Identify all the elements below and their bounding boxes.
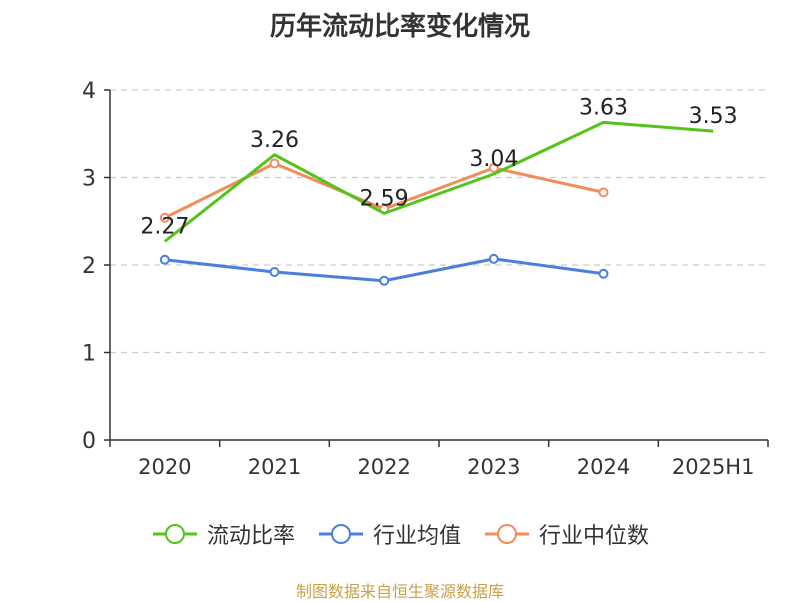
series-lines — [159, 120, 714, 286]
legend-item[interactable]: 流动比率 — [151, 518, 295, 550]
series-line — [163, 120, 714, 243]
x-tick-label: 2020 — [138, 455, 191, 479]
legend-label: 流动比率 — [206, 524, 295, 549]
axes: 0 1 2 3 4 2020 2021 2022 2023 2024 2025H1 — [82, 79, 769, 479]
data-point — [488, 253, 499, 264]
y-tick-label: 2 — [82, 254, 96, 279]
data-label: 3.63 — [579, 95, 628, 120]
legend-label: 行业中位数 — [539, 524, 650, 549]
data-point — [598, 268, 609, 279]
data-point — [488, 162, 499, 173]
data-label: 2.59 — [360, 186, 409, 211]
chart-title: 历年流动比率变化情况 — [269, 12, 530, 42]
legend-swatch-icon — [152, 524, 197, 544]
grid-lines — [110, 89, 768, 354]
y-tick-label: 1 — [82, 342, 96, 367]
data-point — [598, 187, 609, 198]
x-tick-label: 2023 — [467, 455, 520, 479]
x-tick-label: 2021 — [248, 455, 301, 479]
data-label: 3.04 — [469, 147, 518, 172]
legend: 流动比率 行业均值 行业中位数 — [0, 518, 800, 550]
data-point — [379, 275, 390, 286]
legend-swatch-icon — [318, 524, 363, 544]
data-label: 3.26 — [250, 128, 299, 153]
y-tick-label: 4 — [82, 79, 96, 104]
legend-swatch-icon — [485, 524, 529, 544]
x-tick-label: 2022 — [357, 455, 410, 479]
legend-item[interactable]: 行业均值 — [317, 518, 461, 550]
legend-label: 行业均值 — [372, 524, 461, 549]
data-label: 3.53 — [689, 104, 738, 129]
data-point — [269, 158, 280, 169]
y-tick-label: 3 — [82, 167, 96, 192]
data-point — [159, 212, 170, 223]
x-tick-label: 2024 — [577, 455, 630, 479]
legend-item[interactable]: 行业中位数 — [483, 518, 649, 550]
data-label: 2.27 — [140, 214, 189, 239]
source-note: 制图数据来自恒生聚源数据库 — [295, 582, 504, 601]
x-tick-label: 2025H1 — [672, 455, 755, 479]
data-point — [159, 254, 170, 265]
data-labels: 2.27 3.26 2.59 3.04 3.63 3.53 — [140, 95, 737, 239]
data-point — [269, 267, 280, 277]
y-tick-label: 0 — [82, 429, 96, 454]
